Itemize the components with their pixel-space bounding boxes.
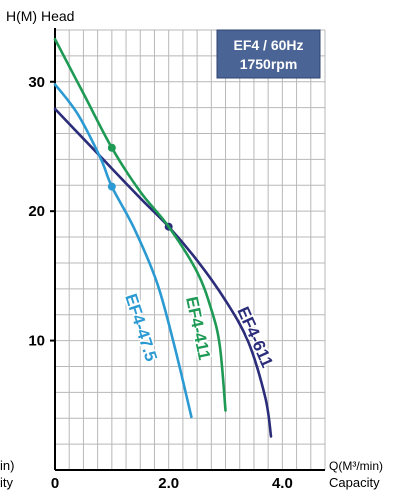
y-tick-label: 10 xyxy=(28,333,45,350)
x-tick-label: 0 xyxy=(51,475,59,491)
x-axis-label-left-2: ity xyxy=(0,475,14,490)
axes xyxy=(54,28,325,471)
y-axis-label: H(M) Head xyxy=(6,8,74,24)
series-line-ef4-47-5 xyxy=(53,83,193,419)
x-axis-label-left-1: in) xyxy=(0,458,14,473)
title-badge: EF4 / 60Hz 1750rpm xyxy=(216,29,321,79)
x-axis-label-right-1: Q(M³/min) xyxy=(329,459,383,473)
series-line-ef4-611 xyxy=(53,107,273,438)
series-line-ef4-411 xyxy=(53,37,227,412)
x-tick-label: 4.0 xyxy=(272,475,293,491)
series-lines xyxy=(53,37,273,438)
series-marker-ef4-47-5 xyxy=(107,182,116,191)
ticks: 10 20 30 0 2.0 4.0 xyxy=(28,74,292,491)
grid xyxy=(55,29,326,470)
badge-background xyxy=(216,29,321,79)
chart-title-line-2: 1750rpm xyxy=(240,56,298,72)
series-marker-ef4-411 xyxy=(107,143,116,152)
x-axis-label-right-2: Capacity xyxy=(329,475,380,490)
y-tick-label: 30 xyxy=(28,74,45,91)
y-tick-label: 20 xyxy=(28,203,45,220)
x-tick-label: 2.0 xyxy=(158,475,179,491)
chart-title-line-1: EF4 / 60Hz xyxy=(233,37,303,53)
